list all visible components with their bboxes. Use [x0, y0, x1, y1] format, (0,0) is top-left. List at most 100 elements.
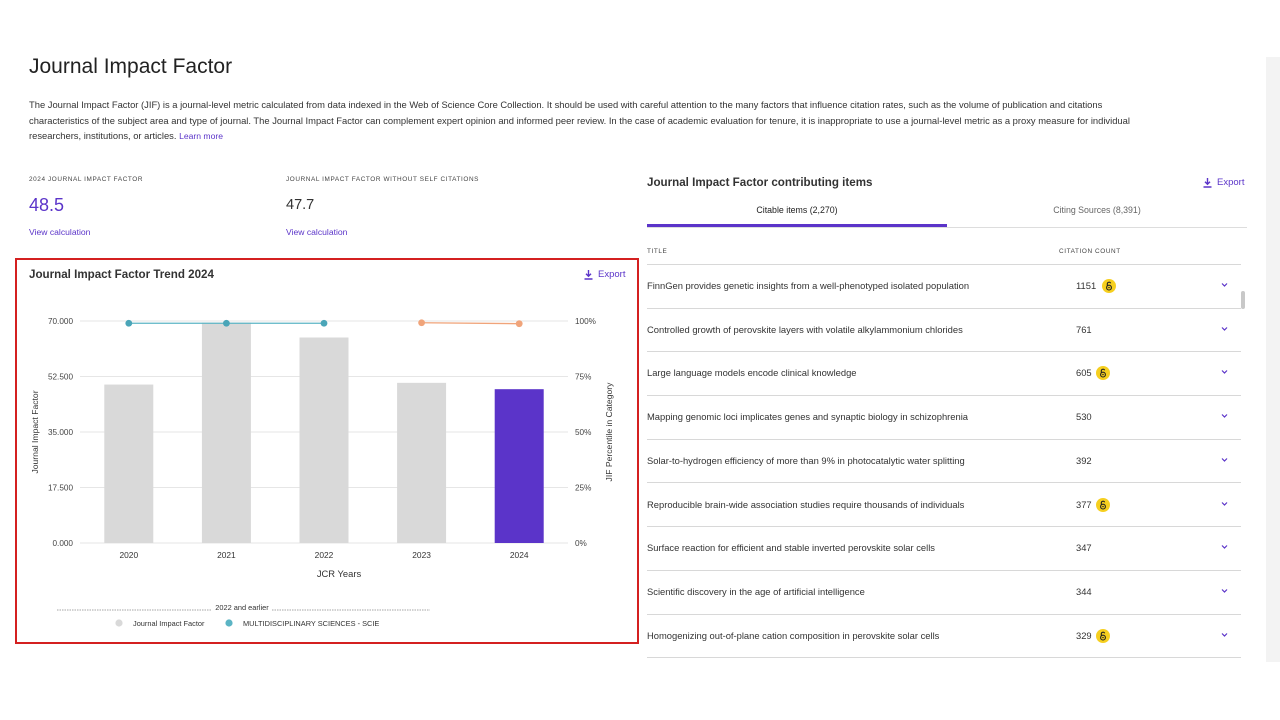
row-divider: [647, 657, 1241, 659]
open-access-badge: [1096, 628, 1111, 643]
trend-export-button[interactable]: Export: [584, 269, 625, 280]
scrollbar-thumb[interactable]: [1241, 291, 1245, 309]
percentile-point-2020: [125, 319, 133, 327]
tab-citing-sources-label: Citing Sources (8,391): [1053, 205, 1141, 215]
table-row: Scientific discovery in the age of artif…: [647, 570, 1241, 615]
contrib-title: Journal Impact Factor contributing items: [647, 176, 873, 189]
legend-marker-category: [225, 619, 233, 627]
chevron-down-icon[interactable]: [1220, 325, 1229, 332]
jif-no-self-value: 47.7: [286, 197, 315, 213]
row-title[interactable]: Surface reaction for efficient and stabl…: [647, 542, 935, 554]
y-tick-label: 0.000: [53, 539, 74, 548]
row-title[interactable]: FinnGen provides genetic insights from a…: [647, 280, 970, 291]
percentile-point-2022: [320, 319, 328, 327]
y-tick-label: 35.000: [48, 428, 73, 437]
page-edge: [1266, 57, 1280, 662]
bar-2024: [494, 389, 544, 543]
row-title[interactable]: Scientific discovery in the age of artif…: [647, 585, 865, 597]
x-tick-label: 2023: [412, 550, 431, 560]
legend-label-category: MULTIDISCIPLINARY SCIENCES - SCIE: [243, 619, 379, 628]
row-divider: [647, 569, 1241, 571]
row-divider: [647, 307, 1241, 309]
chevron-down-icon[interactable]: [1220, 368, 1229, 375]
chevron-down-icon[interactable]: [1220, 281, 1229, 288]
bar-2020: [104, 384, 154, 543]
table-header-divider: [647, 264, 1241, 265]
trend-export-label: Export: [598, 269, 626, 280]
row-citation-count: 344: [1076, 585, 1092, 597]
column-header-title: Title: [647, 248, 668, 255]
percentile-point-2023: [418, 319, 425, 327]
y2-tick-label: 25%: [575, 484, 591, 493]
x-axis-label: JCR Years: [317, 568, 362, 579]
page-title: Journal Impact Factor: [29, 55, 233, 78]
download-icon: [584, 269, 593, 280]
percentile-point-2021: [223, 319, 230, 327]
open-access-lock-icon: [1100, 369, 1107, 378]
contrib-export-label: Export: [1217, 177, 1245, 188]
chevron-down-icon[interactable]: [1220, 631, 1229, 638]
row-title[interactable]: Homogenizing out-of-plane cation composi…: [647, 629, 940, 641]
row-divider: [647, 526, 1241, 528]
y2-tick-label: 100%: [575, 317, 596, 326]
jif-view-calculation-link[interactable]: View calculation: [29, 227, 91, 237]
y-tick-label: 52.500: [48, 373, 73, 382]
table-row: Controlled growth of perovskite layers w…: [647, 308, 1241, 353]
open-access-badge: [1096, 497, 1111, 512]
contrib-export-button[interactable]: Export: [1203, 177, 1244, 188]
bar-2023: [397, 382, 447, 543]
row-title[interactable]: Solar-to-hydrogen efficiency of more tha…: [647, 454, 965, 466]
chevron-down-icon[interactable]: [1220, 412, 1229, 419]
row-citation-count: 329: [1076, 629, 1092, 641]
table-row: Homogenizing out-of-plane cation composi…: [647, 614, 1241, 659]
table-row: Solar-to-hydrogen efficiency of more tha…: [647, 439, 1241, 484]
chevron-down-icon[interactable]: [1220, 543, 1229, 550]
y2-tick-label: 0%: [575, 539, 587, 548]
row-title[interactable]: Controlled growth of perovskite layers w…: [647, 323, 963, 335]
tab-citing-sources[interactable]: Citing Sources (8,391): [947, 205, 1247, 227]
row-citation-count: 605: [1076, 367, 1092, 379]
chevron-down-icon[interactable]: [1220, 456, 1229, 463]
x-tick-label: 2021: [217, 550, 236, 560]
intro-text: The Journal Impact Factor (JIF) is a jou…: [29, 97, 1139, 145]
chevron-down-icon[interactable]: [1220, 587, 1229, 594]
column-header-citation-count: Citation count: [1059, 248, 1121, 255]
contrib-tabs: Citable items (2,270) Citing Sources (8,…: [647, 205, 1247, 228]
trend-highlight-box: [15, 258, 639, 644]
jif-no-self-view-calculation-link[interactable]: View calculation: [286, 227, 348, 237]
open-access-lock-icon: [1100, 631, 1107, 641]
table-row: Mapping genomic loci implicates genes an…: [647, 395, 1241, 440]
row-divider: [647, 351, 1241, 353]
x-tick-label: 2024: [510, 550, 529, 560]
y-tick-label: 17.500: [48, 484, 73, 493]
table-row: Large language models encode clinical kn…: [647, 351, 1241, 397]
download-icon: [1203, 177, 1212, 188]
row-divider: [647, 482, 1241, 484]
row-citation-count: 347: [1076, 542, 1092, 554]
percentile-point-2024: [515, 320, 523, 328]
table-row: Reproducible brain-wide association stud…: [647, 483, 1241, 528]
y-tick-label: 70.000: [48, 317, 73, 326]
row-citation-count: 530: [1076, 411, 1092, 423]
row-title[interactable]: Large language models encode clinical kn…: [647, 367, 857, 379]
x-tick-label: 2022: [315, 550, 334, 560]
trend-title: Journal Impact Factor Trend 2024: [29, 268, 214, 281]
y2-axis-label: JIF Percentile in Category: [604, 382, 614, 482]
legend-marker-jif: [115, 619, 123, 627]
table-row: FinnGen provides genetic insights from a…: [647, 264, 1241, 309]
legend-group-label: 2022 and earlier: [215, 603, 269, 612]
row-title[interactable]: Reproducible brain-wide association stud…: [647, 498, 965, 510]
open-access-lock-icon: [1105, 281, 1112, 291]
tab-citable-items[interactable]: Citable items (2,270): [647, 205, 947, 227]
intro-paragraph: The Journal Impact Factor (JIF) is a jou…: [29, 99, 1130, 141]
jif-value: 48.5: [29, 195, 65, 215]
row-title[interactable]: Mapping genomic loci implicates genes an…: [647, 411, 969, 423]
chevron-down-icon[interactable]: [1220, 500, 1229, 507]
y2-tick-label: 50%: [575, 428, 591, 437]
active-tab-indicator: [647, 224, 947, 227]
row-citation-count: 1151: [1076, 280, 1097, 291]
bar-2021: [201, 322, 251, 543]
learn-more-link[interactable]: Learn more: [179, 131, 224, 141]
jif-no-self-label: Journal Impact Factor without self citat…: [286, 176, 480, 183]
